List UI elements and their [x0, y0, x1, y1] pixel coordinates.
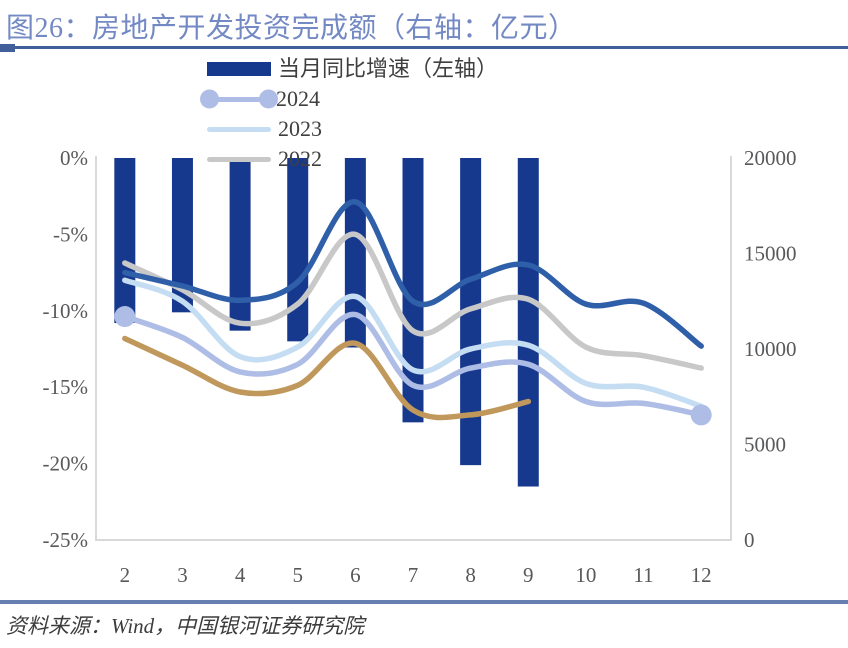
x-axis-tick: 4	[235, 563, 246, 587]
bar-month-7	[402, 158, 424, 423]
legend-item-2022: 2022	[197, 144, 498, 174]
right-axis-tick: 10000	[744, 337, 797, 361]
bar-month-5	[287, 158, 309, 342]
axis-frame	[95, 156, 732, 541]
left-axis-tick: 0%	[60, 146, 88, 170]
x-axis-tick: 3	[177, 563, 188, 587]
line-2024	[122, 311, 704, 418]
right-axis-tick: 0	[744, 528, 755, 552]
marker-2024	[114, 306, 136, 328]
right-axis-tick: 20000	[744, 146, 797, 170]
x-axis-tick: 11	[633, 563, 653, 587]
x-axis-tick: 7	[408, 563, 419, 587]
right-axis-tick: 15000	[744, 242, 797, 266]
x-axis-tick: 5	[292, 563, 303, 587]
left-axis-tick: -20%	[43, 452, 89, 476]
x-axis-tick: 12	[691, 563, 712, 587]
bottom-divider	[0, 600, 848, 604]
x-axis-tick: 6	[350, 563, 361, 587]
legend-item-2024: 2024	[197, 84, 498, 114]
line-2023	[122, 277, 704, 410]
x-axis-tick: 10	[575, 563, 596, 587]
left-axis-tick: -25%	[43, 528, 89, 552]
source-note: 资料来源：Wind，中国银河证券研究院	[6, 614, 365, 638]
x-axis-tick: 2	[120, 563, 131, 587]
bar-month-9	[517, 158, 539, 487]
legend-label-2023: 2023	[278, 116, 322, 141]
chart-legend: 当月同比增速（左轴） 2024 2023 2022	[197, 54, 498, 174]
line-2022	[122, 231, 704, 371]
bar-swatch-icon	[207, 62, 271, 76]
line-swatch-icon	[207, 126, 271, 132]
left-axis-tick: -10%	[43, 299, 89, 323]
top-divider	[0, 46, 848, 49]
legend-label-mom-growth: 当月同比增速（左轴）	[278, 56, 499, 81]
legend-label-2022: 2022	[278, 146, 322, 171]
line-series-dark-blue-unlabeled	[122, 199, 704, 349]
line-dots-swatch-icon	[209, 96, 269, 102]
line-swatch-icon	[207, 156, 271, 162]
figure-title: 图26：房地产开发投资完成额（右轴：亿元）	[6, 13, 577, 44]
x-axis-tick: 9	[523, 563, 534, 587]
bar-month-2	[114, 158, 136, 324]
bar-month-3	[171, 158, 193, 313]
top-divider-cap	[0, 44, 15, 52]
legend-item-mom-growth: 当月同比增速（左轴）	[197, 54, 498, 84]
bar-month-4	[229, 158, 251, 331]
legend-item-2023: 2023	[197, 114, 498, 144]
marker-2024	[690, 404, 712, 426]
right-axis-tick: 5000	[744, 433, 786, 457]
x-axis-tick: 8	[465, 563, 476, 587]
left-axis-tick: -15%	[43, 375, 89, 399]
legend-label-2024: 2024	[276, 86, 320, 111]
line-series-tan-unlabeled	[122, 335, 532, 421]
left-axis-tick: -5%	[53, 222, 88, 246]
